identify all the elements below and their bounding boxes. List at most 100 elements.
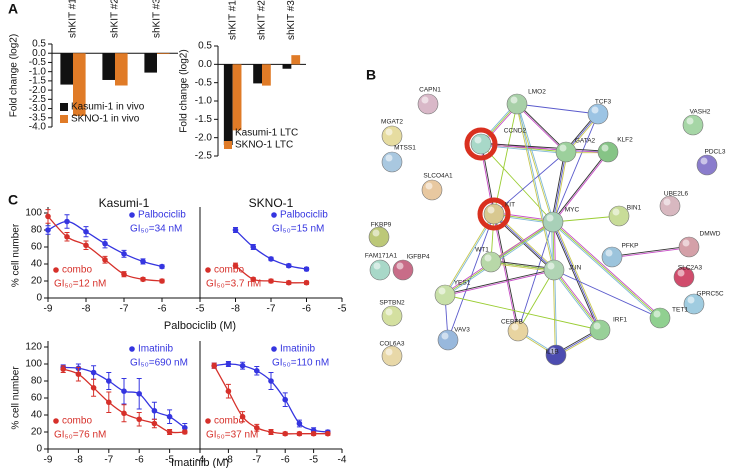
x-axis-label: Imatinib (M)	[171, 457, 229, 468]
network-node	[381, 151, 403, 173]
panel-label: A	[8, 1, 18, 17]
legend-label: Imatinib	[138, 344, 173, 355]
x-tick-label: -4	[196, 455, 205, 466]
legend-label: Kasumi-1 LTC	[235, 128, 298, 139]
node-highlight	[591, 106, 599, 114]
x-tick-label: -5	[338, 304, 347, 315]
node-highlight	[421, 96, 429, 104]
node-highlight	[372, 229, 380, 237]
network-edge	[551, 222, 660, 320]
data-point	[121, 388, 127, 395]
node-label: IL1B	[545, 349, 558, 356]
node-highlight	[601, 144, 609, 152]
node-highlight	[510, 96, 518, 104]
node-label: MYC	[565, 207, 580, 214]
network-node	[368, 226, 390, 248]
data-point	[159, 278, 165, 284]
network-edge	[517, 103, 567, 152]
y-tick-label: 100	[25, 359, 42, 370]
node-label: CAPN1	[419, 87, 441, 94]
network-edge	[612, 247, 690, 259]
bar	[144, 53, 157, 73]
node-highlight	[441, 332, 449, 340]
gi50-label: GI₅₀=3.7 nM	[206, 279, 261, 290]
panel-label: C	[8, 192, 18, 208]
data-point	[166, 413, 173, 420]
node-highlight	[687, 296, 695, 304]
network-node	[589, 319, 611, 341]
node-label: BIN1	[627, 205, 642, 212]
y-tick-label: 100	[25, 208, 42, 219]
data-point	[285, 262, 292, 269]
x-tick-label: -5	[165, 455, 174, 466]
gi50-label: GI₅₀=76 nM	[54, 430, 106, 441]
highlight-ring	[477, 197, 511, 231]
network-node	[587, 103, 609, 125]
node-label: SPTBN2	[379, 300, 405, 307]
node-highlight	[487, 206, 495, 214]
data-point	[250, 276, 257, 283]
network-node	[480, 251, 502, 273]
node-highlight	[700, 157, 708, 165]
x-tick-label: -6	[158, 304, 167, 315]
legend-label: combo	[62, 416, 92, 427]
data-point	[232, 227, 239, 233]
y-tick-label: -2.0	[195, 132, 213, 143]
data-point	[45, 213, 51, 220]
node-highlight	[385, 154, 393, 162]
node-highlight	[511, 323, 519, 331]
network-edge	[491, 260, 555, 270]
bar	[223, 64, 233, 145]
data-point	[60, 366, 66, 372]
node-label: FAM171A1	[365, 253, 398, 260]
data-point	[253, 368, 260, 374]
data-point	[310, 430, 317, 437]
legend-label: SKNO-1 in vivo	[71, 114, 140, 125]
network-node	[434, 284, 456, 306]
node-highlight	[682, 239, 690, 247]
y-tick-label: 0	[36, 293, 42, 304]
data-point	[83, 228, 89, 235]
node-label: KIT	[505, 202, 515, 209]
bar	[253, 64, 262, 84]
data-point	[83, 242, 89, 249]
node-highlight	[385, 128, 393, 136]
network-node	[649, 307, 671, 329]
node-label: FKBP9	[371, 222, 392, 229]
x-tick-label: -8	[82, 304, 91, 315]
node-label: SLCO4A1	[423, 173, 453, 180]
y-tick-label: 40	[31, 259, 43, 270]
legend-marker	[271, 346, 277, 352]
data-point	[106, 399, 112, 406]
category-label: shKIT #2	[110, 0, 121, 38]
data-point	[211, 362, 217, 369]
legend-swatch	[60, 115, 68, 123]
x-tick-label: -9	[44, 304, 53, 315]
data-point	[75, 371, 82, 378]
y-tick-label: 0.0	[198, 59, 212, 70]
chart-title: SKNO-1	[249, 196, 294, 210]
y-tick-label: -1.0	[195, 96, 213, 107]
legend-marker	[271, 212, 277, 218]
network-edge	[611, 245, 689, 257]
network-edge	[554, 269, 558, 355]
network-edge	[552, 270, 556, 356]
bar	[60, 53, 73, 85]
data-point	[136, 390, 142, 397]
category-label: shKIT #2	[257, 0, 268, 40]
data-point	[121, 251, 127, 257]
data-point	[268, 256, 274, 262]
y-tick-label: -3.5	[29, 112, 47, 123]
network-edge	[480, 144, 608, 154]
node-highlight	[653, 310, 661, 318]
node-highlight	[605, 249, 613, 257]
x-tick-label: -7	[120, 304, 129, 315]
legend-marker	[129, 346, 135, 352]
node-highlight	[438, 287, 446, 295]
node-highlight	[612, 208, 620, 216]
data-point	[121, 271, 127, 278]
data-point	[182, 429, 188, 435]
node-label: PFKP	[622, 243, 639, 250]
x-tick-label: -6	[302, 304, 311, 315]
